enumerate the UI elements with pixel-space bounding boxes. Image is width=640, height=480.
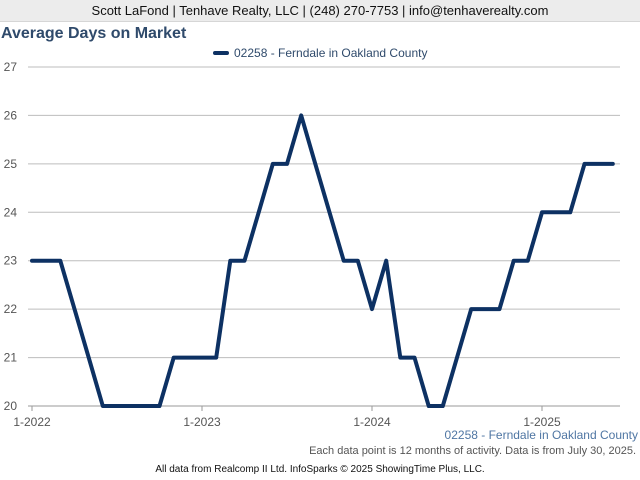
- y-tick-label: 23: [4, 254, 18, 268]
- y-tick-label: 24: [4, 205, 18, 219]
- footer-series-label: 02258 - Ferndale in Oakland County: [444, 428, 638, 442]
- series-line: [30, 113, 615, 408]
- axes: 20 21 22 23 24 25 26 27 1-2022 1-2023 1-2024 1-2025: [4, 60, 561, 429]
- legend-swatch: [213, 51, 229, 55]
- footer-credit: All data from Realcomp II Ltd. InfoSpark…: [155, 464, 485, 475]
- y-tick-label: 25: [4, 157, 18, 171]
- footer-data-note: Each data point is 12 months of activity…: [309, 445, 636, 457]
- x-tick-label: 1-2023: [183, 415, 221, 429]
- chart-title: Average Days on Market: [1, 25, 187, 42]
- series-layer: [30, 113, 615, 408]
- y-tick-label: 27: [4, 60, 18, 74]
- legend-label: 02258 - Ferndale in Oakland County: [234, 46, 428, 60]
- y-tick-label: 22: [4, 302, 18, 316]
- x-tick-label: 1-2022: [13, 415, 51, 429]
- header-contact-text: Scott LaFond | Tenhave Realty, LLC | (24…: [91, 3, 549, 18]
- y-tick-label: 20: [4, 399, 18, 413]
- y-tick-label: 21: [4, 351, 18, 365]
- y-tick-label: 26: [4, 108, 18, 122]
- x-tick-label: 1-2024: [353, 415, 391, 429]
- x-tick-label: 1-2025: [523, 415, 561, 429]
- legend: 02258 - Ferndale in Oakland County: [213, 46, 427, 60]
- grid-lines: [28, 66, 620, 407]
- header-contact-bar: Scott LaFond | Tenhave Realty, LLC | (24…: [0, 0, 640, 22]
